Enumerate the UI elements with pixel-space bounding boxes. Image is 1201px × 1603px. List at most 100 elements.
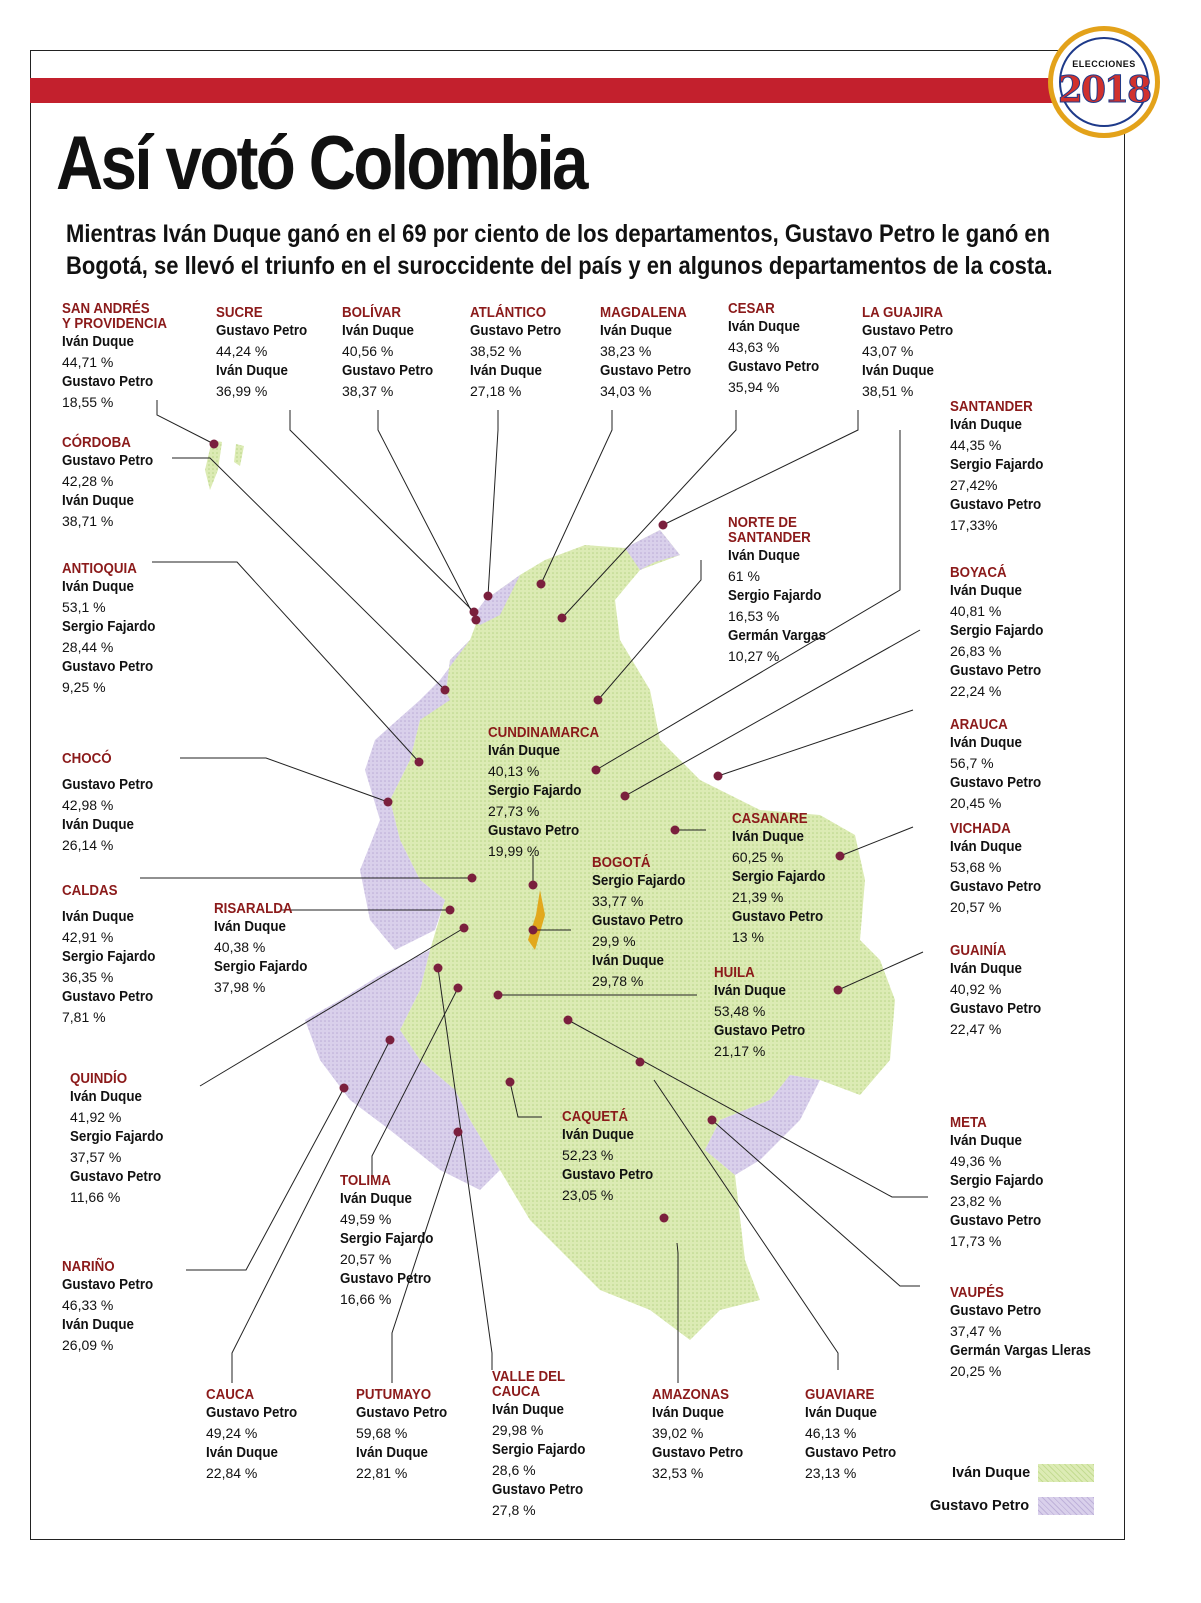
location-dot — [833, 985, 843, 995]
leader-vaupes — [711, 1119, 920, 1287]
candidate-percentage: 21,17 % — [714, 1043, 766, 1059]
candidate-percentage: 23,82 % — [950, 1193, 1002, 1209]
leader-guainia — [837, 951, 924, 991]
location-dot — [557, 613, 567, 623]
candidate-percentage: 40,56 % — [342, 343, 394, 359]
dept-name: BOYACÁ — [950, 565, 1007, 581]
dept-bogota: BOGOTÁ Sergio Fajardo 33,77 % Gustavo Petro… — [592, 856, 694, 991]
candidate-name: Gustavo Petro — [216, 323, 308, 339]
location-dot — [620, 791, 630, 801]
legend-duque-swatch — [1038, 1464, 1094, 1482]
dept-risaralda: RISARALDA Iván Duque 40,38 % Sergio Fajardo… — [214, 902, 316, 997]
candidate-percentage: 22,84 % — [206, 1465, 258, 1481]
candidate-percentage: 49,59 % — [340, 1211, 392, 1227]
candidate-percentage: 60,25 % — [732, 849, 784, 865]
candidate-percentage: 49,36 % — [950, 1153, 1002, 1169]
leader-santander — [595, 430, 901, 771]
candidate-percentage: 37,98 % — [214, 979, 266, 995]
dept-name: ARAUCA — [950, 717, 1008, 733]
candidate-percentage: 38,23 % — [600, 343, 652, 359]
candidate-percentage: 16,53 % — [728, 608, 780, 624]
candidate-name: Iván Duque — [62, 334, 134, 350]
location-dot — [445, 905, 455, 915]
candidate-name: Iván Duque — [356, 1445, 428, 1461]
location-dot — [528, 880, 538, 890]
location-markers — [209, 439, 845, 1223]
candidate-name: Gustavo Petro — [470, 323, 562, 339]
candidate-name: Iván Duque — [342, 323, 414, 339]
dept-guainia: GUAINÍA Iván Duque 40,92 % Gustavo Petro 22,… — [950, 944, 1049, 1039]
candidate-name: Sergio Fajardo — [340, 1231, 434, 1247]
candidate-name: Gustavo Petro — [950, 879, 1042, 895]
candidate-percentage: 43,63 % — [728, 339, 780, 355]
region-san-andres-2 — [234, 444, 244, 466]
candidate-percentage: 17,73 % — [950, 1233, 1002, 1249]
candidate-name: Gustavo Petro — [862, 323, 954, 339]
location-dot — [471, 615, 481, 625]
candidate-name: Gustavo Petro — [950, 1001, 1042, 1017]
location-dot — [835, 851, 845, 861]
dept-cesar: CESAR Iván Duque 43,63 % Gustavo Petro 35,94… — [728, 302, 827, 397]
candidate-percentage: 52,23 % — [562, 1147, 614, 1163]
dept-name: ATLÁNTICO — [470, 305, 547, 321]
dept-name: SUCRE — [216, 305, 263, 321]
leader-lines — [140, 400, 928, 1383]
dept-boyaca: BOYACÁ Iván Duque 40,81 % Sergio Fajardo 26,… — [950, 566, 1052, 701]
dept-name: META — [950, 1115, 987, 1131]
candidate-percentage: 40,92 % — [950, 981, 1002, 997]
candidate-name: Iván Duque — [62, 909, 134, 925]
region-petro-choco — [360, 680, 450, 950]
candidate-name: Gustavo Petro — [62, 659, 154, 675]
candidate-percentage: 40,13 % — [488, 763, 540, 779]
candidate-name: Iván Duque — [214, 919, 286, 935]
candidate-percentage: 28,44 % — [62, 639, 114, 655]
candidate-percentage: 23,05 % — [562, 1187, 614, 1203]
candidate-name: Iván Duque — [488, 743, 560, 759]
dept-name: SANTANDER — [950, 399, 1033, 415]
candidate-percentage: 36,99 % — [216, 383, 268, 399]
dept-san-andres-y-providencia: SAN ANDRÉS Y PROVIDENCIA Iván Duque 44,71 … — [62, 302, 176, 412]
candidate-name: Gustavo Petro — [714, 1023, 806, 1039]
candidate-name: Gustavo Petro — [70, 1169, 162, 1185]
candidate-name: Iván Duque — [652, 1405, 724, 1421]
map-regions — [205, 440, 895, 1340]
candidate-name: Gustavo Petro — [488, 823, 580, 839]
candidate-name: Iván Duque — [950, 839, 1022, 855]
candidate-name: Gustavo Petro — [950, 1213, 1042, 1229]
header-bar — [30, 78, 1078, 103]
candidate-name: Iván Duque — [600, 323, 672, 339]
candidate-name: Sergio Fajardo — [214, 959, 308, 975]
candidate-percentage: 59,68 % — [356, 1425, 408, 1441]
candidate-percentage: 38,52 % — [470, 343, 522, 359]
candidate-name: Iván Duque — [950, 1133, 1022, 1149]
candidate-percentage: 27,18 % — [470, 383, 522, 399]
leader-norte-santander — [597, 560, 702, 701]
candidate-percentage: 37,47 % — [950, 1323, 1002, 1339]
candidate-name: Iván Duque — [950, 583, 1022, 599]
dept-cordoba: CÓRDOBA Gustavo Petro 42,28 % Iván Duque 38,… — [62, 436, 161, 531]
candidate-name: Sergio Fajardo — [950, 1173, 1044, 1189]
candidate-name: Sergio Fajardo — [62, 619, 156, 635]
candidate-percentage: 35,94 % — [728, 379, 780, 395]
candidate-percentage: 49,24 % — [206, 1425, 258, 1441]
dept-name: LA GUAJIRA — [862, 305, 944, 321]
dept-santander: SANTANDER Iván Duque 44,35 % Sergio Fajardo… — [950, 400, 1052, 535]
location-dot — [440, 685, 450, 695]
candidate-name: Gustavo Petro — [62, 777, 154, 793]
dept-guaviare: GUAVIARE Iván Duque 46,13 % Gustavo Petro 23… — [805, 1388, 904, 1483]
leader-san-andres — [156, 400, 215, 445]
location-dot — [459, 923, 469, 933]
candidate-percentage: 39,02 % — [652, 1425, 704, 1441]
dept-name: AMAZONAS — [652, 1387, 730, 1403]
candidate-percentage: 40,81 % — [950, 603, 1002, 619]
candidate-percentage: 42,98 % — [62, 797, 114, 813]
region-petro-southwest — [305, 950, 500, 1190]
dept-cauca: CAUCA Gustavo Petro 49,24 % Iván Duque 22,84… — [206, 1388, 305, 1483]
candidate-name: Gustavo Petro — [206, 1405, 298, 1421]
dept-name: SAN ANDRÉS Y PROVIDENCIA — [62, 301, 168, 332]
dept-name: GUAINÍA — [950, 943, 1007, 959]
location-dot — [713, 771, 723, 781]
leader-la-guajira — [662, 410, 859, 526]
candidate-percentage: 16,66 % — [340, 1291, 392, 1307]
candidate-percentage: 21,39 % — [732, 889, 784, 905]
